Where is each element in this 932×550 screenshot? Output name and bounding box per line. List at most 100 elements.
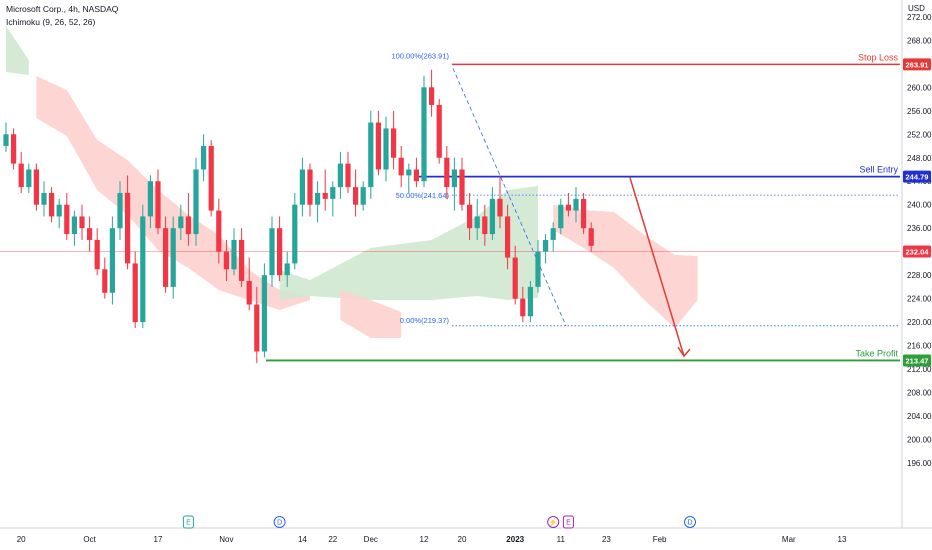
candle-body <box>573 198 579 211</box>
y-tick-label: 236.00 <box>907 224 932 233</box>
ichimoku-cloud <box>6 26 698 338</box>
fib-0-label: 0.00%(219.37) <box>400 316 450 325</box>
x-tick-label: 14 <box>298 535 307 544</box>
candle-body <box>201 146 207 170</box>
y-tick-label: 268.00 <box>907 36 932 45</box>
trade-levels: Stop Loss Sell Entry Take Profit <box>0 52 900 362</box>
candle-body <box>497 198 503 217</box>
x-tick-label: 13 <box>838 535 847 544</box>
candle-body <box>26 169 32 188</box>
stop-loss-tag <box>903 58 931 71</box>
current-price-tag <box>903 245 931 258</box>
candle-body <box>239 239 245 282</box>
candle-body <box>444 157 450 188</box>
y-tick-label: 220.00 <box>907 318 932 327</box>
x-tick-label: 20 <box>17 535 26 544</box>
x-tick-label: Feb <box>653 535 667 544</box>
event-marker-label: E <box>186 520 191 527</box>
candle-body <box>383 128 389 170</box>
candle-body <box>550 228 556 240</box>
sell-entry-tag <box>903 170 931 183</box>
y-tick-label: 260.00 <box>907 83 932 92</box>
candle-body <box>140 216 146 323</box>
y-tick-label: 212.00 <box>907 365 932 374</box>
chart-title: Microsoft Corp., 4h, NASDAQ <box>6 4 119 14</box>
candle-body <box>117 192 123 229</box>
candle-body <box>581 198 587 229</box>
cloud-bullish-segment <box>6 26 29 75</box>
y-tick-label: 216.00 <box>907 342 932 351</box>
projection-arrow <box>629 177 691 358</box>
candle-body <box>208 146 214 211</box>
event-marker <box>562 515 574 529</box>
x-tick-label: 11 <box>557 535 566 544</box>
fib-100-label: 100.00%(263.91) <box>391 51 449 60</box>
take-profit-tag-text: 213.47 <box>906 356 929 365</box>
candle-body <box>284 263 290 276</box>
projection-arrow-line <box>629 177 685 357</box>
y-tick-label: 224.00 <box>907 295 932 304</box>
candle-body <box>565 204 571 211</box>
x-tick-label: 2023 <box>506 535 524 544</box>
event-marker-label: D <box>277 520 282 527</box>
y-tick-label: 228.00 <box>907 271 932 280</box>
candle-body <box>3 134 9 147</box>
candle-body <box>459 169 465 205</box>
candle-body <box>163 228 169 287</box>
event-marker-label: ⚡ <box>549 518 558 527</box>
y-tick-label: 200.00 <box>907 436 932 445</box>
fib-trend-line <box>452 68 567 326</box>
y-tick-label: 272.00 <box>907 13 932 22</box>
candle-body <box>299 169 305 205</box>
event-marker <box>684 516 696 528</box>
candle-body <box>451 169 457 188</box>
candle-body <box>193 169 199 235</box>
x-tick-label: 12 <box>420 535 429 544</box>
cloud-bearish-segment <box>553 205 698 328</box>
projection-arrow-head <box>677 346 691 358</box>
x-tick-label: Nov <box>219 535 233 544</box>
candle-body <box>33 169 39 205</box>
candle-body <box>307 169 313 205</box>
current-price-tag-text: 232.04 <box>906 247 930 256</box>
candle-body <box>56 204 62 217</box>
candle-body <box>41 192 47 205</box>
event-marker <box>273 516 286 528</box>
candle-body <box>102 269 108 293</box>
candle-body <box>18 163 24 188</box>
x-tick-label: Oct <box>83 535 96 544</box>
candle-body <box>231 239 237 270</box>
cloud-bullish-segment <box>279 186 538 300</box>
sell-entry-label: Sell Entry <box>859 165 898 175</box>
candle-body <box>406 169 412 176</box>
cloud-bearish-segment <box>340 290 402 338</box>
candle-body <box>474 216 480 229</box>
candle-body <box>292 204 298 264</box>
candle-body <box>398 157 404 176</box>
candle-body <box>87 228 93 240</box>
candle-body <box>345 163 351 188</box>
candle-body <box>368 122 374 188</box>
stop-loss-tag-text: 263.91 <box>906 60 929 69</box>
x-tick-label: 20 <box>458 535 467 544</box>
x-tick-label: 17 <box>154 535 163 544</box>
candle-body <box>246 281 252 305</box>
candle-body <box>49 192 55 217</box>
event-marker <box>182 515 194 529</box>
candle-body <box>79 216 85 229</box>
candle-body <box>512 257 518 299</box>
candlestick-series <box>3 69 594 364</box>
x-tick-label: 23 <box>602 535 611 544</box>
candle-body <box>520 298 526 317</box>
y-tick-label: 240.00 <box>907 201 932 210</box>
candle-body <box>413 169 419 182</box>
candle-body <box>543 239 549 252</box>
candle-body <box>353 187 359 205</box>
stop-loss-label: Stop Loss <box>858 52 899 62</box>
candle-body <box>527 286 533 317</box>
candle-body <box>94 239 100 270</box>
candle-body <box>467 204 473 229</box>
candle-body <box>505 216 511 258</box>
event-markers: E D ⚡ E D <box>182 515 696 529</box>
